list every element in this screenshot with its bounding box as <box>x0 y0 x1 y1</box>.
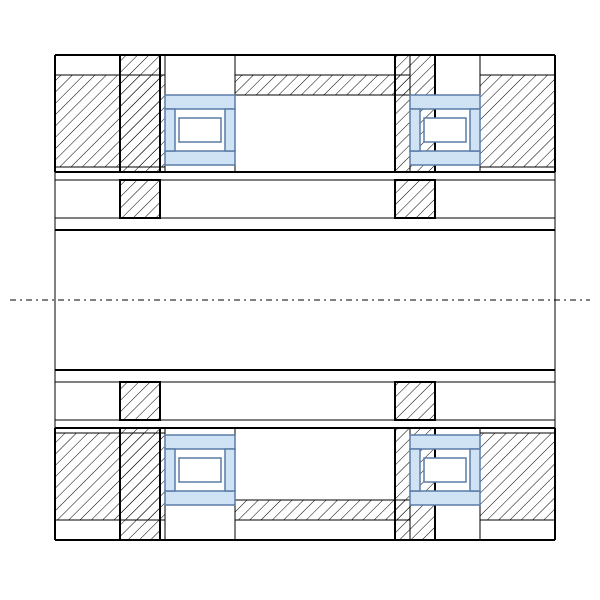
bearing-top-left <box>165 95 235 165</box>
bearing-bottom-left <box>165 435 235 505</box>
bearing-assembly-diagram <box>0 0 600 600</box>
bearing-bottom-right <box>410 435 480 505</box>
bearing-top-right <box>410 95 480 165</box>
